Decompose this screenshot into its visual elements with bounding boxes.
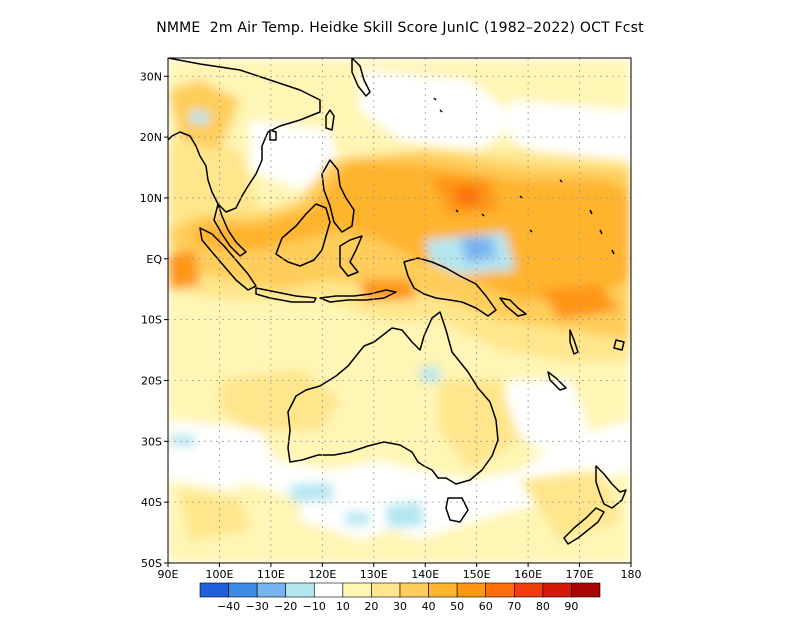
skill-region-10-20 [168,470,630,563]
lat-tick-label: 10N [140,192,162,205]
skill-field [168,58,631,563]
philippines-coastline [321,159,355,233]
skill-region-neg-20-30 [460,236,496,262]
lon-tick-label: 110E [257,568,285,581]
colorbar-label: −20 [274,600,297,613]
colorbar-swatch [342,582,372,598]
colorbar: −40 −30 −20 −10 10 20 30 40 50 60 70 80 90 [199,582,601,613]
skill-region-neg-10-20 [420,366,440,382]
lat-tick-label: 40S [141,496,162,509]
solomon-islands-coastline [499,297,527,317]
colorbar-swatch [456,582,487,598]
colorbar-label: 10 [336,600,350,613]
skill-region-20-30 [520,470,620,540]
skill-region-50-60 [540,285,620,320]
lat-tick-label: 20N [140,131,162,144]
skill-region-neg-10-20 [190,110,210,124]
skill-region-neg-10-20 [385,502,425,528]
gridlines [168,58,631,563]
lat-tick-label: 30N [140,70,162,83]
lon-tick-label: 90E [158,568,179,581]
malay-peninsula-coastline [213,203,247,257]
skill-region-20-30 [440,380,520,470]
colorbar-label: 20 [364,600,378,613]
colorbar-swatch [513,582,544,598]
colorbar-label: −10 [303,600,326,613]
plot-frame [167,57,632,564]
colorbar-label: 80 [536,600,550,613]
tasmania-coastline [445,497,469,523]
colorbar-label: 60 [479,600,493,613]
colorbar-label: 30 [393,600,407,613]
skill-region-neg-10-20 [345,512,370,525]
colorbar-label: −40 [217,600,240,613]
new-zealand-south-coastline [563,507,605,545]
colorbar-label: −30 [246,600,269,613]
lon-tick-label: 160E [514,568,542,581]
coastlines [168,58,627,545]
colorbar-label: 90 [564,600,578,613]
skill-region-20-30 [220,370,340,430]
lat-tick-label: 30S [141,435,162,448]
colorbar-swatch [399,582,429,598]
lon-tick-label: 100E [205,568,233,581]
colorbar-label: 70 [507,600,521,613]
axis-ticks: 90E 100E 110E 120E 130E 140E 150E 160E 170E 180 30… [140,70,642,581]
hainan-coastline [269,129,277,141]
lon-tick-label: 140E [411,568,439,581]
fiji-coastline [613,339,625,351]
colorbar-swatch [313,582,344,598]
colorbar-swatch [228,582,258,598]
java-coastline [255,287,317,303]
lat-tick-label: EQ [146,253,162,266]
colorbar-swatch [371,582,401,598]
colorbar-label: 50 [450,600,464,613]
new-guinea-coastline [403,257,497,317]
lon-tick-label: 120E [308,568,336,581]
colorbar-swatch [571,582,601,598]
colorbar-swatch [485,582,515,598]
skill-region-neg-10-20 [290,482,335,502]
skill-region-white [170,420,280,490]
mainland-asia-coastline [168,58,321,213]
lon-tick-label: 150E [463,568,491,581]
colorbar-swatch [199,582,229,598]
skill-region-neg-10-20 [170,435,195,446]
colorbar-swatch [428,582,458,598]
lat-tick-label: 10S [141,314,162,327]
australia-coastline [287,311,499,485]
vanuatu-coastline [569,329,579,355]
colorbar-swatch [285,582,315,598]
skill-region-white [510,100,630,160]
colorbar-label: 40 [422,600,436,613]
japan-coastline [351,58,371,97]
colorbar-swatch [542,582,572,598]
skill-region-white [500,380,590,450]
sumatra-coastline [199,227,257,291]
lon-tick-label: 130E [360,568,388,581]
skill-region-white [250,120,340,190]
new-caledonia-coastline [547,371,567,391]
lon-tick-label: 170E [566,568,594,581]
lat-tick-label: 20S [141,374,162,387]
new-zealand-north-coastline [595,465,627,509]
lat-tick-label: 50S [141,557,162,570]
skill-region-60-70 [455,185,480,205]
skill-region-40-50 [190,160,630,300]
borneo-coastline [275,203,331,267]
colorbar-swatch [256,582,287,598]
lesser-sunda-coastline [319,289,397,303]
skill-region-20-30 [180,490,250,540]
pacific-islands-coastline [433,97,615,255]
skill-region-50-60 [168,250,200,290]
taiwan-coastline [325,109,335,131]
lon-tick-label: 180 [621,568,642,581]
sulawesi-coastline [339,235,363,277]
map-title: NMME 2m Air Temp. Heidke Skill Score Jun… [156,20,644,36]
